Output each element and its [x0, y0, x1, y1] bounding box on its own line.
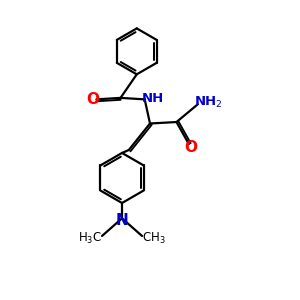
Text: NH: NH: [142, 92, 164, 105]
Text: N: N: [116, 213, 128, 228]
Text: NH$_2$: NH$_2$: [194, 94, 222, 110]
Text: H$_3$C: H$_3$C: [78, 231, 102, 247]
Text: CH$_3$: CH$_3$: [142, 231, 166, 247]
Text: O: O: [86, 92, 99, 107]
Text: O: O: [184, 140, 197, 155]
